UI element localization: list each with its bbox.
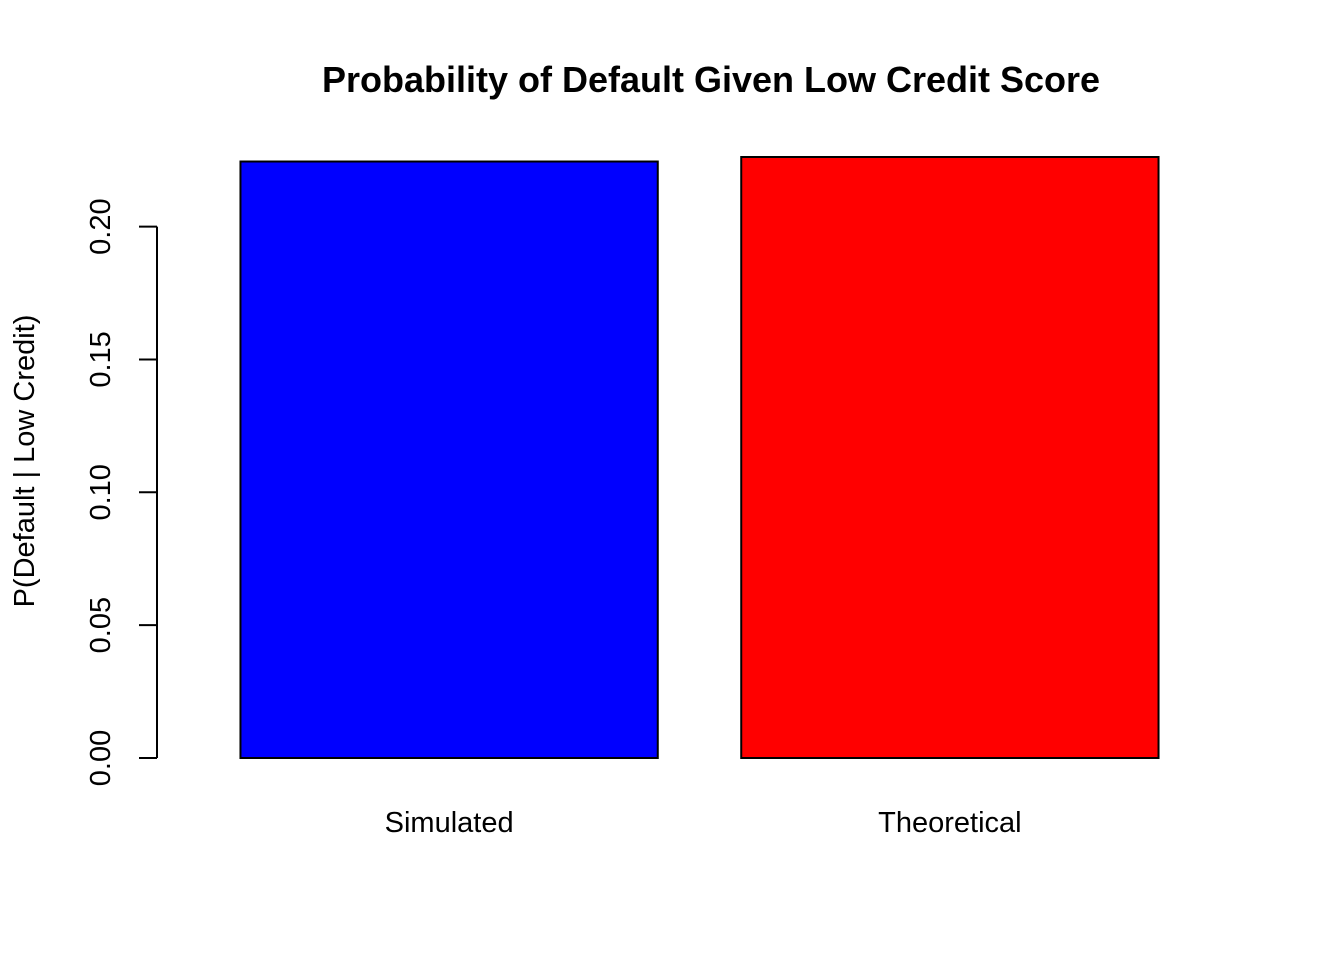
y-tick-label: 0.10 xyxy=(85,464,117,520)
x-tick-label: Simulated xyxy=(385,807,514,839)
bar-theoretical xyxy=(740,156,1160,759)
y-axis: 0.00 0.05 0.10 0.15 0.20 xyxy=(85,198,158,786)
chart-title: Probability of Default Given Low Credit … xyxy=(322,59,1100,100)
x-tick-label: Theoretical xyxy=(878,807,1021,839)
y-tick-label: 0.20 xyxy=(85,198,117,254)
x-axis-labels: Simulated Theoretical xyxy=(385,807,1022,839)
bar-simulated xyxy=(239,160,659,760)
bars xyxy=(239,156,1160,760)
y-tick-label: 0.05 xyxy=(85,597,117,653)
y-tick-label: 0.00 xyxy=(85,730,117,786)
y-axis-label: P(Default | Low Credit) xyxy=(9,315,41,608)
y-tick-label: 0.15 xyxy=(85,331,117,387)
